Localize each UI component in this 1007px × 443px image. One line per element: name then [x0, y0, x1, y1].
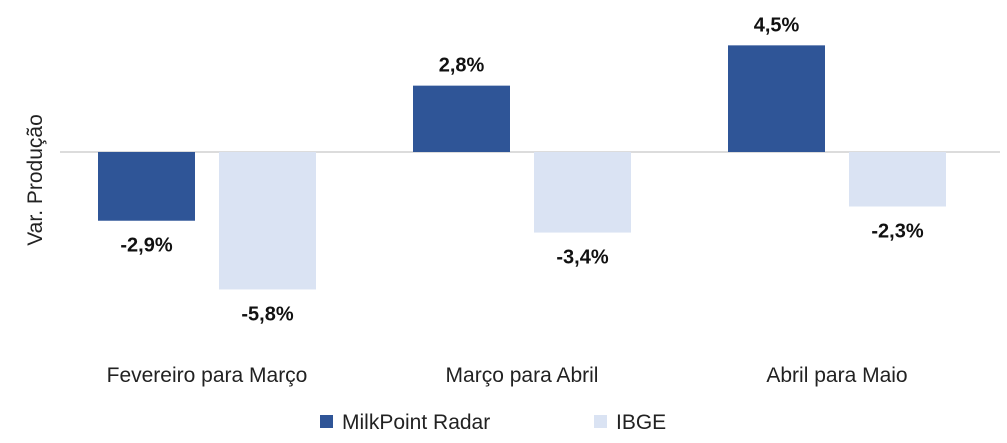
data-label: -5,8%: [241, 303, 293, 325]
data-label: -2,3%: [871, 221, 923, 243]
data-label: 2,8%: [439, 55, 485, 77]
legend-swatch-milkpoint-radar: [320, 415, 333, 428]
data-label: -3,4%: [556, 247, 608, 269]
data-label: 4,5%: [754, 14, 800, 36]
bar-milkpoint-radar-1: [413, 85, 510, 152]
legend-label: IBGE: [616, 411, 666, 434]
bar-ibge-2: [849, 152, 946, 207]
bar-milkpoint-radar-0: [98, 152, 195, 221]
legend-label: MilkPoint Radar: [342, 411, 490, 434]
category-label: Março para Abril: [446, 364, 599, 387]
bar-milkpoint-radar-2: [728, 45, 825, 152]
category-label: Abril para Maio: [766, 364, 907, 387]
legend-swatch-ibge: [594, 415, 607, 428]
bar-ibge-1: [534, 152, 631, 233]
y-axis-label: Var. Produção: [24, 114, 47, 246]
data-label: -2,9%: [120, 235, 172, 257]
category-label: Fevereiro para Março: [107, 364, 308, 387]
bar-ibge-0: [219, 152, 316, 290]
